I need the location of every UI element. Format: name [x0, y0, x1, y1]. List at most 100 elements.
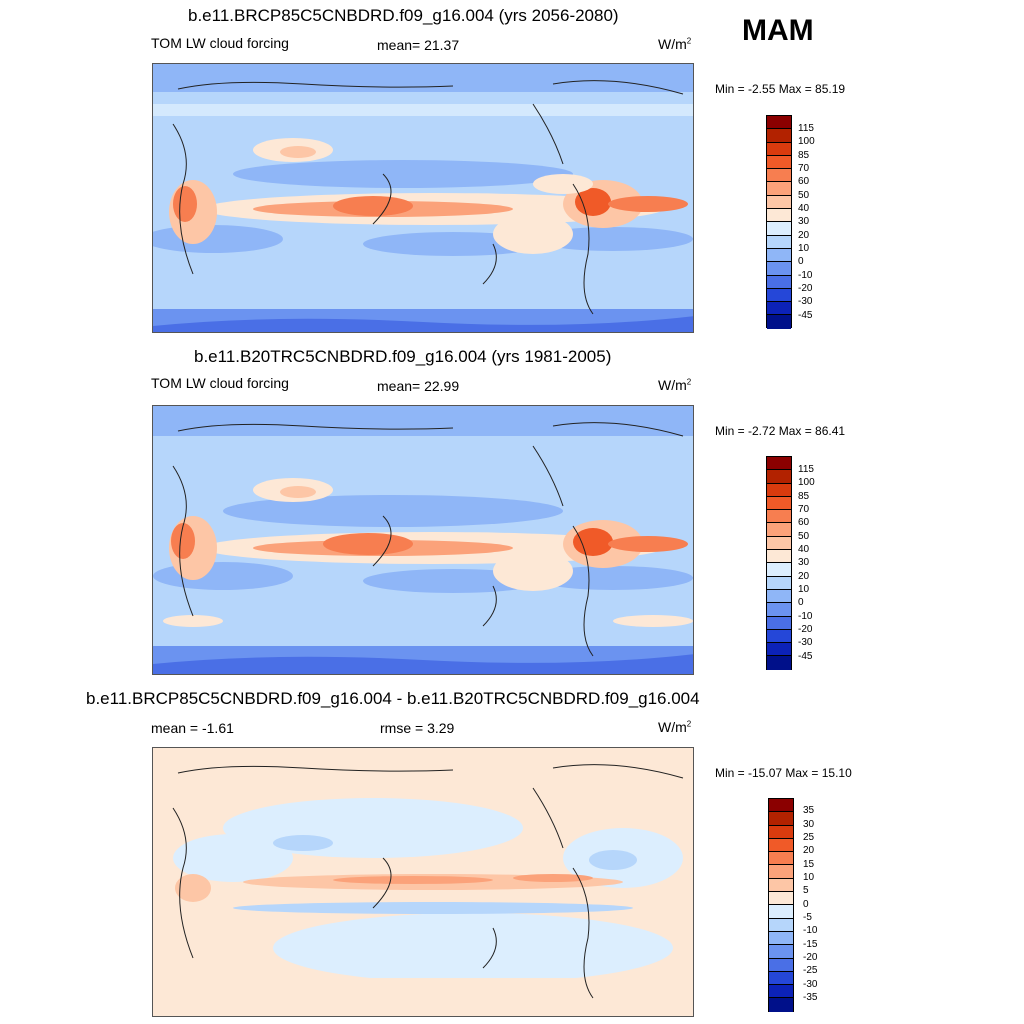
panel1-colorbar-swatch: [767, 155, 791, 170]
panel1-colorbar-label: 50: [798, 190, 810, 201]
panel3-colorbar-label: 10: [803, 872, 815, 883]
panel3-colorbar-swatch: [769, 878, 793, 893]
panel3-colorbar-label: 35: [803, 805, 815, 816]
panel1-colorbar-swatch: [767, 288, 791, 303]
panel1-colorbar-label: -45: [798, 310, 813, 321]
panel3-colorbar-swatch: [769, 998, 793, 1012]
panel3-colorbar-label: -30: [803, 979, 818, 990]
panel2-colorbar-label: -20: [798, 624, 813, 635]
panel3-colorbar-swatch: [769, 945, 793, 959]
panel1-colorbar-label: 70: [798, 163, 810, 174]
panel3-colorbar-label: -5: [803, 912, 812, 923]
panel2-title: b.e11.B20TRC5CNBDRD.f09_g16.004 (yrs 198…: [194, 347, 612, 366]
panel1-colorbar-swatch: [767, 235, 791, 249]
panel1-colorbar: [766, 115, 792, 329]
panel2-colorbar-swatch: [767, 536, 791, 551]
panel1-colorbar-label: 40: [798, 203, 810, 214]
panel3-colorbar-label: 20: [803, 845, 815, 856]
panel1-colorbar-swatch: [767, 142, 791, 156]
panel3-minmax: Min = -15.07 Max = 15.10: [715, 766, 852, 780]
panel1-colorbar-swatch: [767, 222, 791, 236]
panel2-colorbar-swatch: [767, 470, 791, 484]
panel3-colorbar-swatch: [769, 812, 793, 826]
panel2-colorbar-label: 30: [798, 557, 810, 568]
panel1-minmax: Min = -2.55 Max = 85.19: [715, 82, 846, 96]
panel2-colorbar-label: 50: [798, 531, 810, 542]
panel2-colorbar-swatch: [767, 589, 791, 604]
panel3-colorbar-label: 25: [803, 832, 815, 843]
panel3-colorbar-swatch: [769, 905, 793, 919]
panel1-colorbar-swatch: [767, 195, 791, 210]
panel1-colorbar-swatch: [767, 209, 791, 223]
panel3-colorbar-swatch: [769, 971, 793, 986]
panel2-colorbar-swatch: [767, 603, 791, 617]
panel1-title: b.e11.BRCP85C5CNBDRD.f09_g16.004 (yrs 20…: [188, 6, 619, 25]
panel2-colorbar-label: 60: [798, 517, 810, 528]
season-label: MAM: [742, 14, 814, 47]
panel2-colorbar-label: 100: [798, 477, 815, 488]
panel1-colorbar-swatch: [767, 248, 791, 263]
panel2-colorbar-label: 40: [798, 544, 810, 555]
panel3-colorbar-swatch: [769, 799, 793, 813]
panel2-colorbar-swatch: [767, 496, 791, 511]
panel2-colorbar-swatch: [767, 563, 791, 577]
panel2-colorbar-label: 70: [798, 504, 810, 515]
panel3-colorbar-label: 5: [803, 885, 809, 896]
panel1-colorbar-swatch: [767, 302, 791, 316]
panel3-mean: mean = -1.61: [151, 720, 234, 736]
panel2-mean: mean= 22.99: [377, 378, 460, 394]
panel3-colorbar-label: -15: [803, 939, 818, 950]
panel2-units: W/m2: [658, 377, 692, 393]
panel3-units: W/m2: [658, 719, 692, 735]
panel3-colorbar-swatch: [769, 825, 793, 839]
panel3-colorbar-label: 30: [803, 819, 815, 830]
panel2-colorbar-swatch: [767, 550, 791, 564]
panel2-variable-label: TOM LW cloud forcing: [151, 375, 289, 391]
panel1-colorbar-label: -30: [798, 296, 813, 307]
panel3-colorbar-swatch: [769, 918, 793, 932]
panel1-colorbar-label: -20: [798, 283, 813, 294]
panel2-colorbar-label: 0: [798, 597, 804, 608]
panel1-colorbar-label: -10: [798, 270, 813, 281]
panel2-colorbar-swatch: [767, 483, 791, 497]
panel2-colorbar-swatch: [767, 629, 791, 644]
panel2-colorbar-label: -30: [798, 637, 813, 648]
panel2-colorbar-swatch: [767, 510, 791, 524]
panel3-colorbar-swatch: [769, 958, 793, 972]
panel2-colorbar: [766, 456, 792, 670]
panel2-colorbar-label: -45: [798, 651, 813, 662]
panel2-colorbar-swatch: [767, 523, 791, 537]
panel3-colorbar-swatch: [769, 852, 793, 866]
panel3-colorbar-label: 15: [803, 859, 815, 870]
panel3-colorbar-label: 0: [803, 899, 809, 910]
panel1-mean: mean= 21.37: [377, 37, 460, 53]
panel2-colorbar-label: 20: [798, 571, 810, 582]
panel1-colorbar-label: 85: [798, 150, 810, 161]
panel2-colorbar-swatch: [767, 643, 791, 657]
panel1-colorbar-label: 0: [798, 256, 804, 267]
panel1-colorbar-label: 115: [798, 123, 814, 134]
panel2-colorbar-swatch: [767, 457, 791, 471]
panel3-colorbar-swatch: [769, 931, 793, 946]
panel1-colorbar-label: 30: [798, 216, 810, 227]
panel3-colorbar-label: -20: [803, 952, 818, 963]
panel1-colorbar-label: 60: [798, 176, 810, 187]
panel3-colorbar-swatch: [769, 838, 793, 853]
panel3-colorbar-swatch: [769, 892, 793, 906]
panel1-colorbar-swatch: [767, 262, 791, 276]
panel3-rmse: rmse = 3.29: [380, 720, 455, 736]
panel2-minmax: Min = -2.72 Max = 86.41: [715, 424, 846, 438]
panel1-map: [152, 63, 694, 333]
panel1-colorbar-swatch: [767, 182, 791, 196]
panel3-map: [152, 747, 694, 1017]
panel2-colorbar-swatch: [767, 576, 791, 590]
panel1-colorbar-swatch: [767, 169, 791, 183]
panel1-colorbar-label: 100: [798, 136, 815, 147]
panel2-colorbar-label: 115: [798, 464, 814, 475]
panel2-colorbar-swatch: [767, 656, 791, 670]
panel2-colorbar-label: -10: [798, 611, 813, 622]
panel1-colorbar-swatch: [767, 275, 791, 289]
panel3-colorbar-label: -35: [803, 992, 818, 1003]
panel1-colorbar-label: 10: [798, 243, 810, 254]
panel2-colorbar-swatch: [767, 616, 791, 630]
